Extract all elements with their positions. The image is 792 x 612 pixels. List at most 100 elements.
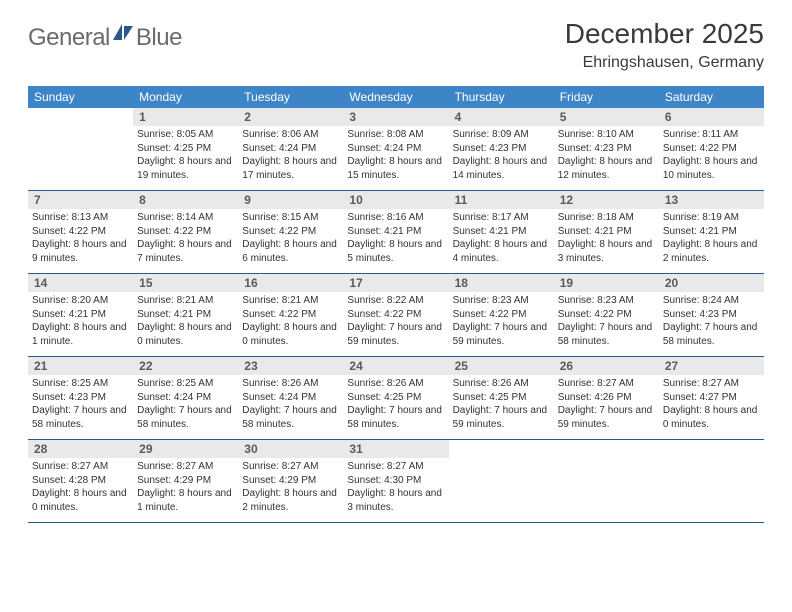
sunset-text: Sunset: 4:28 PM <box>32 474 129 488</box>
sunrise-text: Sunrise: 8:25 AM <box>137 377 234 391</box>
day-cell: 28Sunrise: 8:27 AMSunset: 4:28 PMDayligh… <box>28 440 133 522</box>
day-number: 27 <box>659 357 764 375</box>
sunrise-text: Sunrise: 8:27 AM <box>663 377 760 391</box>
day-details: Sunrise: 8:17 AMSunset: 4:21 PMDaylight:… <box>449 209 554 269</box>
weekday-header: Thursday <box>449 86 554 108</box>
daylight-text: Daylight: 7 hours and 58 minutes. <box>663 321 760 348</box>
day-cell: 11Sunrise: 8:17 AMSunset: 4:21 PMDayligh… <box>449 191 554 273</box>
daylight-text: Daylight: 7 hours and 59 minutes. <box>453 321 550 348</box>
daylight-text: Daylight: 8 hours and 3 minutes. <box>558 238 655 265</box>
day-number: 13 <box>659 191 764 209</box>
day-cell: 20Sunrise: 8:24 AMSunset: 4:23 PMDayligh… <box>659 274 764 356</box>
brand-word-1: General <box>28 24 110 52</box>
day-cell: 27Sunrise: 8:27 AMSunset: 4:27 PMDayligh… <box>659 357 764 439</box>
day-number: 18 <box>449 274 554 292</box>
sunset-text: Sunset: 4:22 PM <box>242 308 339 322</box>
daylight-text: Daylight: 8 hours and 7 minutes. <box>137 238 234 265</box>
daylight-text: Daylight: 7 hours and 58 minutes. <box>137 404 234 431</box>
sunrise-text: Sunrise: 8:27 AM <box>32 460 129 474</box>
brand-logo: General Blue <box>28 24 182 52</box>
day-cell: 4Sunrise: 8:09 AMSunset: 4:23 PMDaylight… <box>449 108 554 190</box>
weekday-header: Tuesday <box>238 86 343 108</box>
day-details: Sunrise: 8:27 AMSunset: 4:30 PMDaylight:… <box>343 458 448 518</box>
sunrise-text: Sunrise: 8:25 AM <box>32 377 129 391</box>
day-details: Sunrise: 8:19 AMSunset: 4:21 PMDaylight:… <box>659 209 764 269</box>
week-row: 28Sunrise: 8:27 AMSunset: 4:28 PMDayligh… <box>28 440 764 523</box>
sunset-text: Sunset: 4:22 PM <box>137 225 234 239</box>
day-cell: 16Sunrise: 8:21 AMSunset: 4:22 PMDayligh… <box>238 274 343 356</box>
weeks-container: 1Sunrise: 8:05 AMSunset: 4:25 PMDaylight… <box>28 108 764 523</box>
day-details: Sunrise: 8:16 AMSunset: 4:21 PMDaylight:… <box>343 209 448 269</box>
day-number: 9 <box>238 191 343 209</box>
daylight-text: Daylight: 8 hours and 0 minutes. <box>32 487 129 514</box>
day-details: Sunrise: 8:27 AMSunset: 4:27 PMDaylight:… <box>659 375 764 435</box>
daylight-text: Daylight: 7 hours and 58 minutes. <box>558 321 655 348</box>
day-number: 5 <box>554 108 659 126</box>
day-number: 28 <box>28 440 133 458</box>
weekday-header: Friday <box>554 86 659 108</box>
daylight-text: Daylight: 7 hours and 59 minutes. <box>453 404 550 431</box>
daylight-text: Daylight: 7 hours and 59 minutes. <box>347 321 444 348</box>
sunset-text: Sunset: 4:22 PM <box>242 225 339 239</box>
day-number: 10 <box>343 191 448 209</box>
page-header: General Blue December 2025 Ehringshausen… <box>28 18 764 72</box>
sunrise-text: Sunrise: 8:10 AM <box>558 128 655 142</box>
sunrise-text: Sunrise: 8:23 AM <box>453 294 550 308</box>
daylight-text: Daylight: 8 hours and 6 minutes. <box>242 238 339 265</box>
daylight-text: Daylight: 8 hours and 1 minute. <box>137 487 234 514</box>
day-cell: 1Sunrise: 8:05 AMSunset: 4:25 PMDaylight… <box>133 108 238 190</box>
day-cell: 3Sunrise: 8:08 AMSunset: 4:24 PMDaylight… <box>343 108 448 190</box>
daylight-text: Daylight: 7 hours and 58 minutes. <box>347 404 444 431</box>
daylight-text: Daylight: 8 hours and 0 minutes. <box>242 321 339 348</box>
day-details: Sunrise: 8:27 AMSunset: 4:26 PMDaylight:… <box>554 375 659 435</box>
sunrise-text: Sunrise: 8:26 AM <box>242 377 339 391</box>
day-cell: 6Sunrise: 8:11 AMSunset: 4:22 PMDaylight… <box>659 108 764 190</box>
day-details: Sunrise: 8:27 AMSunset: 4:29 PMDaylight:… <box>238 458 343 518</box>
sunrise-text: Sunrise: 8:09 AM <box>453 128 550 142</box>
sunset-text: Sunset: 4:26 PM <box>558 391 655 405</box>
daylight-text: Daylight: 8 hours and 4 minutes. <box>453 238 550 265</box>
day-number: 1 <box>133 108 238 126</box>
sunrise-text: Sunrise: 8:17 AM <box>453 211 550 225</box>
day-cell: 8 Sunrise: 8:14 AMSunset: 4:22 PMDaylight… <box>133 191 238 273</box>
sunrise-text: Sunrise: 8:18 AM <box>558 211 655 225</box>
sunset-text: Sunset: 4:21 PM <box>453 225 550 239</box>
day-cell: 23Sunrise: 8:26 AMSunset: 4:24 PMDayligh… <box>238 357 343 439</box>
day-number: 4 <box>449 108 554 126</box>
sunrise-text: Sunrise: 8:19 AM <box>663 211 760 225</box>
day-number: 25 <box>449 357 554 375</box>
sunrise-text: Sunrise: 8:22 AM <box>347 294 444 308</box>
day-number: 17 <box>343 274 448 292</box>
day-cell: 14Sunrise: 8:20 AMSunset: 4:21 PMDayligh… <box>28 274 133 356</box>
day-details: Sunrise: 8:27 AMSunset: 4:28 PMDaylight:… <box>28 458 133 518</box>
sunset-text: Sunset: 4:21 PM <box>558 225 655 239</box>
day-cell: 25Sunrise: 8:26 AMSunset: 4:25 PMDayligh… <box>449 357 554 439</box>
day-number: 22 <box>133 357 238 375</box>
day-details: Sunrise: 8:22 AMSunset: 4:22 PMDaylight:… <box>343 292 448 352</box>
weekday-header-row: SundayMondayTuesdayWednesdayThursdayFrid… <box>28 86 764 108</box>
day-cell: 13Sunrise: 8:19 AMSunset: 4:21 PMDayligh… <box>659 191 764 273</box>
sunset-text: Sunset: 4:21 PM <box>137 308 234 322</box>
day-number: 26 <box>554 357 659 375</box>
sunrise-text: Sunrise: 8:15 AM <box>242 211 339 225</box>
daylight-text: Daylight: 8 hours and 17 minutes. <box>242 155 339 182</box>
day-number: 15 <box>133 274 238 292</box>
day-details: Sunrise: 8:11 AMSunset: 4:22 PMDaylight:… <box>659 126 764 186</box>
sunrise-text: Sunrise: 8:14 AM <box>137 211 234 225</box>
sunset-text: Sunset: 4:25 PM <box>347 391 444 405</box>
week-row: 7Sunrise: 8:13 AMSunset: 4:22 PMDaylight… <box>28 191 764 274</box>
day-details: Sunrise: 8:06 AMSunset: 4:24 PMDaylight:… <box>238 126 343 186</box>
sunrise-text: Sunrise: 8:27 AM <box>137 460 234 474</box>
sunset-text: Sunset: 4:24 PM <box>242 142 339 156</box>
day-cell <box>554 440 659 522</box>
day-cell: 18Sunrise: 8:23 AMSunset: 4:22 PMDayligh… <box>449 274 554 356</box>
daylight-text: Daylight: 8 hours and 2 minutes. <box>663 238 760 265</box>
daylight-text: Daylight: 7 hours and 58 minutes. <box>242 404 339 431</box>
day-number: 8 <box>133 191 238 209</box>
day-number: 29 <box>133 440 238 458</box>
day-details: Sunrise: 8:26 AMSunset: 4:25 PMDaylight:… <box>343 375 448 435</box>
daylight-text: Daylight: 8 hours and 14 minutes. <box>453 155 550 182</box>
sunrise-text: Sunrise: 8:21 AM <box>242 294 339 308</box>
day-number: 14 <box>28 274 133 292</box>
daylight-text: Daylight: 8 hours and 0 minutes. <box>137 321 234 348</box>
